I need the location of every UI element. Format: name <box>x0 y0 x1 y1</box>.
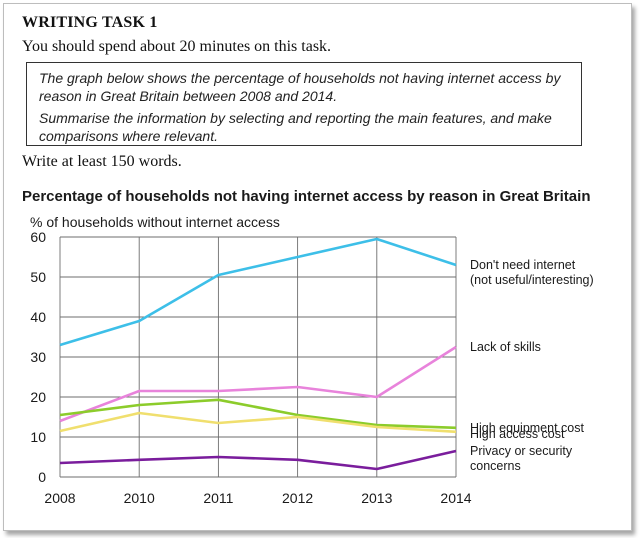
series-line <box>59 345 457 423</box>
y-tick-label: 30 <box>30 349 46 365</box>
series-line <box>59 237 457 347</box>
x-tick-label: 2010 <box>124 490 155 506</box>
x-tick-label: 2008 <box>44 490 75 506</box>
task-page: WRITING TASK 1 You should spend about 20… <box>3 3 632 531</box>
chart-title: Percentage of households not having inte… <box>22 188 591 205</box>
series-line <box>59 398 457 430</box>
task-description: The graph below shows the percentage of … <box>39 70 561 104</box>
y-tick-label: 60 <box>30 229 46 245</box>
y-tick-label: 20 <box>30 389 46 405</box>
series-label: Don't need internet (not useful/interesti… <box>470 258 594 287</box>
series-line <box>59 411 457 434</box>
x-tick-label: 2013 <box>361 490 392 506</box>
x-tick-labels: 2008 2010 2011 2012 2013 2014 <box>44 490 471 506</box>
series-label: High equipment cost <box>470 421 584 435</box>
y-tick-labels: 0 10 20 30 40 50 60 <box>30 229 46 485</box>
word-count-instruction: Write at least 150 words. <box>22 153 182 170</box>
line-chart: % of households without internet access … <box>30 214 594 506</box>
y-tick-label: 0 <box>38 469 46 485</box>
series-line <box>59 449 457 471</box>
x-tick-label: 2011 <box>203 490 233 506</box>
task-summary-instruction: Summarise the information by selecting a… <box>39 110 552 144</box>
y-tick-label: 40 <box>30 309 46 325</box>
y-tick-label: 10 <box>30 429 46 445</box>
task-heading: WRITING TASK 1 <box>22 14 158 31</box>
y-axis-label: % of households without internet access <box>30 214 280 230</box>
series-label: Lack of skills <box>470 340 541 354</box>
series-label: Privacy or security concerns <box>470 444 573 473</box>
x-tick-label: 2014 <box>440 490 471 506</box>
series-label: High access cost <box>470 427 565 441</box>
series-labels: Don't need internet (not useful/interesti… <box>470 258 594 473</box>
task-intro: You should spend about 20 minutes on thi… <box>22 38 332 55</box>
y-tick-label: 50 <box>30 269 46 285</box>
task-instructions-box: The graph below shows the percentage of … <box>26 62 582 146</box>
chart-grid <box>59 236 457 478</box>
series-lines <box>59 237 457 471</box>
x-tick-label: 2012 <box>282 490 313 506</box>
